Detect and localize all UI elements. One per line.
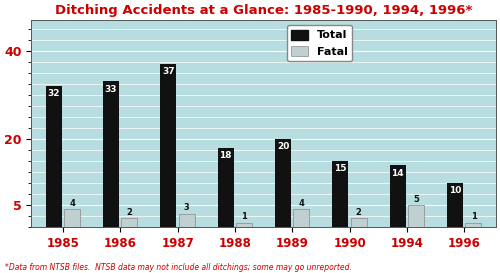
Text: 10: 10 xyxy=(449,186,462,195)
Bar xyxy=(294,209,310,227)
Text: 2: 2 xyxy=(126,208,132,217)
Bar xyxy=(275,139,291,227)
Text: 14: 14 xyxy=(392,169,404,178)
Text: 4: 4 xyxy=(69,199,75,208)
Text: 2: 2 xyxy=(356,208,362,217)
Bar xyxy=(218,148,234,227)
Bar xyxy=(466,222,481,227)
Text: 18: 18 xyxy=(220,151,232,160)
Bar xyxy=(447,183,463,227)
Text: 32: 32 xyxy=(48,89,60,98)
Bar xyxy=(103,81,119,227)
Bar xyxy=(160,64,176,227)
Text: 15: 15 xyxy=(334,164,346,173)
Bar xyxy=(332,161,348,227)
Text: 20: 20 xyxy=(277,142,289,151)
Bar xyxy=(178,214,195,227)
Text: 1: 1 xyxy=(241,212,247,221)
Text: 37: 37 xyxy=(162,67,174,76)
Bar xyxy=(390,165,406,227)
Bar xyxy=(408,205,424,227)
Text: *Data from NTSB files.  NTSB data may not include all ditchings; some may go unr: *Data from NTSB files. NTSB data may not… xyxy=(5,263,352,272)
Text: 33: 33 xyxy=(105,85,118,94)
Legend: Total, Fatal: Total, Fatal xyxy=(286,25,352,61)
Text: 5: 5 xyxy=(413,195,419,204)
Text: 1: 1 xyxy=(470,212,476,221)
Bar xyxy=(64,209,80,227)
Bar xyxy=(122,218,138,227)
Text: 3: 3 xyxy=(184,203,190,212)
Bar xyxy=(351,218,367,227)
Bar xyxy=(46,86,62,227)
Text: 4: 4 xyxy=(298,199,304,208)
Bar xyxy=(236,222,252,227)
Title: Ditching Accidents at a Glance: 1985-1990, 1994, 1996*: Ditching Accidents at a Glance: 1985-199… xyxy=(55,4,472,17)
